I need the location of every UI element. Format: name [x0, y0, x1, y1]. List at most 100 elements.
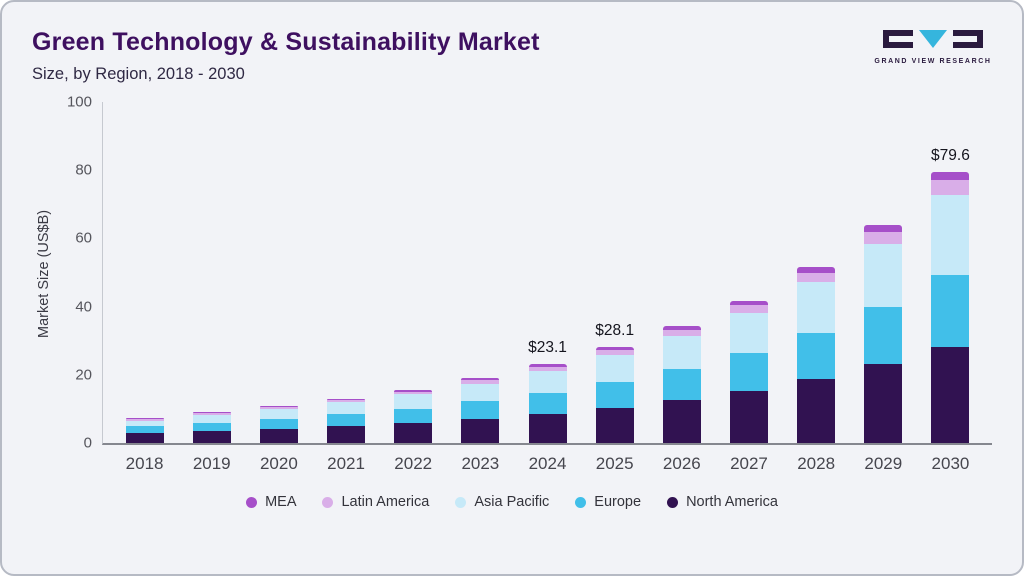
bar-segment-latin-america	[461, 380, 500, 384]
bar-segment-europe	[797, 332, 836, 379]
bar-column	[111, 102, 178, 443]
x-axis-label: 2025	[595, 454, 634, 473]
bar-segment-europe	[864, 306, 903, 364]
bar-value-label: $28.1	[595, 322, 635, 340]
plot-area: 0 20 40 60 80 100 $23.1 $28.1 $79.6	[67, 95, 992, 451]
bar-stack	[797, 102, 836, 443]
bar-stack	[125, 102, 164, 443]
x-axis-label: 2021	[327, 454, 365, 473]
bar-segment-asia-pacific	[259, 409, 298, 419]
bar-column	[447, 102, 514, 443]
bar-segment-latin-america	[595, 350, 634, 356]
x-axis-label: 2029	[864, 454, 903, 473]
y-tick-label: 100	[66, 93, 92, 111]
bar-stack	[327, 102, 366, 443]
bar-segment-europe	[259, 418, 298, 429]
bar-segment-asia-pacific	[125, 420, 164, 427]
page-subtitle: Size, by Region, 2018 - 2030	[32, 65, 245, 83]
x-axis-label: 2027	[730, 454, 768, 473]
x-axis-label: 2028	[797, 454, 836, 473]
bar-segment-north-america	[394, 422, 433, 443]
bar-segment-latin-america	[192, 413, 231, 416]
bar-segment-latin-america	[797, 272, 836, 283]
x-axis-label: 2018	[125, 454, 164, 473]
legend-dot	[246, 496, 258, 508]
bar-segment-latin-america	[125, 419, 164, 421]
bar-stack	[461, 102, 500, 443]
bar-segment-europe	[192, 422, 231, 431]
bar-segment-mea	[528, 364, 567, 367]
bar-segment-latin-america	[931, 180, 970, 196]
bar-segment-europe	[595, 382, 634, 408]
y-axis-title: Market Size (US$B)	[36, 209, 52, 338]
bar-segment-latin-america	[662, 330, 701, 337]
bar-column: $79.6	[917, 102, 984, 443]
bar-segment-asia-pacific	[797, 282, 836, 333]
legend-dot	[455, 496, 467, 508]
x-axis-label: 2024	[528, 454, 567, 473]
bar-segment-asia-pacific	[192, 415, 231, 423]
bar-stack	[528, 102, 567, 443]
brand-logo-icon	[883, 30, 983, 48]
bar-segment-asia-pacific	[595, 355, 634, 383]
bar-segment-mea	[327, 398, 366, 401]
bar-stack	[394, 102, 433, 443]
bar-segment-europe	[528, 392, 567, 414]
bar-column	[312, 102, 379, 443]
bar-stack	[864, 102, 903, 443]
bar-stack	[259, 102, 298, 443]
bar-segment-latin-america	[394, 391, 433, 395]
legend-dot	[322, 496, 334, 508]
bar-stack	[931, 102, 970, 443]
x-axis-label: 2020	[259, 454, 298, 473]
legend-label: North America	[686, 494, 778, 510]
bar-column	[648, 102, 715, 443]
bar-segment-europe	[662, 369, 701, 401]
bar-segment-latin-america	[327, 400, 366, 403]
legend-label: Asia Pacific	[474, 494, 550, 510]
bar-segment-mea	[729, 300, 768, 305]
bar-segment-latin-america	[528, 366, 567, 371]
bar-segment-latin-america	[864, 231, 903, 244]
bar-stack	[595, 102, 634, 443]
bar-segment-asia-pacific	[662, 336, 701, 370]
bar-column	[380, 102, 447, 443]
legend-item: Latin America	[322, 494, 429, 510]
x-axis-label: 2023	[461, 454, 500, 473]
bar-column	[178, 102, 245, 443]
bar-stack	[192, 102, 231, 443]
legend-label: Latin America	[341, 494, 430, 510]
bar-segment-mea	[125, 418, 164, 420]
bar-segment-asia-pacific	[528, 370, 567, 393]
plot-column: 0 20 40 60 80 100 $23.1 $28.1 $79.6 2018 2019 202…	[56, 95, 992, 474]
bar-segment-europe	[125, 426, 164, 434]
bar-segment-mea	[864, 224, 903, 232]
legend-dot	[575, 496, 587, 508]
legend-item: North America	[667, 494, 778, 510]
legend-label: Europe	[594, 494, 642, 510]
title-block: Green Technology & Sustainability Market…	[32, 24, 540, 84]
y-tick-label: 0	[83, 434, 92, 452]
y-tick-label: 40	[75, 298, 92, 316]
bar-column	[783, 102, 850, 443]
legend-item: Asia Pacific	[455, 494, 549, 510]
legend: MEA Latin America Asia Pacific Europe North …	[32, 494, 992, 510]
bar-segment-mea	[192, 412, 231, 414]
x-axis-labels: 2018 2019 2020 2021 2022 2023 2024 2025 2026 2027…	[103, 454, 992, 474]
bar-segment-asia-pacific	[394, 394, 433, 409]
bar-segment-mea	[931, 171, 970, 181]
bar-segment-mea	[797, 267, 836, 273]
bar-segment-north-america	[259, 428, 298, 443]
bar-column	[850, 102, 917, 443]
bar-column	[715, 102, 782, 443]
x-axis-label: 2026	[662, 454, 701, 473]
bar-segment-mea	[662, 326, 701, 331]
bar-segment-europe	[931, 274, 970, 347]
header: Green Technology & Sustainability Market…	[32, 24, 992, 84]
brand-logo-text: GRAND VIEW RESEARCH	[874, 58, 992, 65]
bar-segment-mea	[595, 347, 634, 351]
bar-segment-europe	[729, 353, 768, 391]
bar-segment-europe	[394, 408, 433, 423]
bar-segment-latin-america	[259, 407, 298, 410]
bar-segment-north-america	[595, 407, 634, 443]
